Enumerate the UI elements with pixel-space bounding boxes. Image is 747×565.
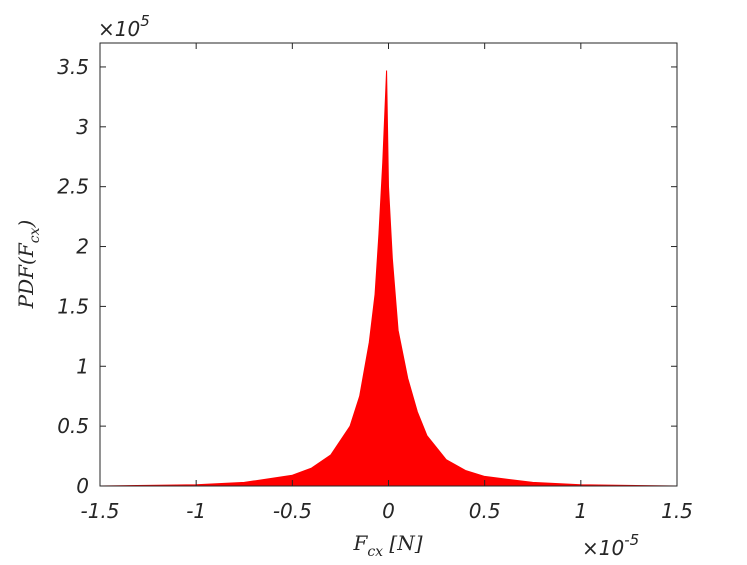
y-axis-label: PDF(Fcx) bbox=[14, 220, 43, 310]
x-multiplier: ×10-5 bbox=[582, 531, 639, 560]
x-multiplier-base: ×10 bbox=[582, 536, 624, 560]
y-tick-label: 0 bbox=[76, 474, 89, 498]
y-multiplier-exponent: 5 bbox=[140, 12, 150, 30]
x-tick-label: 0 bbox=[382, 499, 395, 523]
x-tick-label: -0.5 bbox=[273, 499, 312, 523]
y-tick-label: 2 bbox=[76, 235, 89, 259]
x-axis-label-sub: cx bbox=[367, 544, 383, 560]
y-tick-label: 2.5 bbox=[57, 175, 89, 199]
y-multiplier-base: ×10 bbox=[98, 17, 140, 41]
y-tick-label: 1.5 bbox=[57, 294, 89, 318]
y-axis-label-end: ) bbox=[14, 220, 38, 229]
x-tick-label: 1 bbox=[574, 499, 587, 523]
pdf-area bbox=[99, 70, 678, 487]
y-tick-label: 3.5 bbox=[57, 55, 89, 79]
x-tick-label: -1 bbox=[186, 499, 206, 523]
y-axis-label-sub: cx bbox=[27, 227, 43, 243]
y-tick-label: 0.5 bbox=[57, 414, 89, 438]
x-tick-label: 1.5 bbox=[661, 499, 693, 523]
x-axis-label-main: F bbox=[352, 531, 368, 555]
x-axis-label-end: [N] bbox=[383, 531, 423, 555]
x-multiplier-exponent: -5 bbox=[624, 531, 639, 549]
y-axis-label-main: PDF(F bbox=[14, 242, 38, 309]
y-multiplier: ×105 bbox=[98, 12, 150, 41]
x-tick-label: -1.5 bbox=[80, 499, 119, 523]
y-tick-label: 3 bbox=[76, 115, 89, 139]
x-axis-label: Fcx [N] bbox=[352, 531, 422, 560]
x-tick-label: 0.5 bbox=[469, 499, 501, 523]
y-tick-label: 1 bbox=[76, 354, 89, 378]
